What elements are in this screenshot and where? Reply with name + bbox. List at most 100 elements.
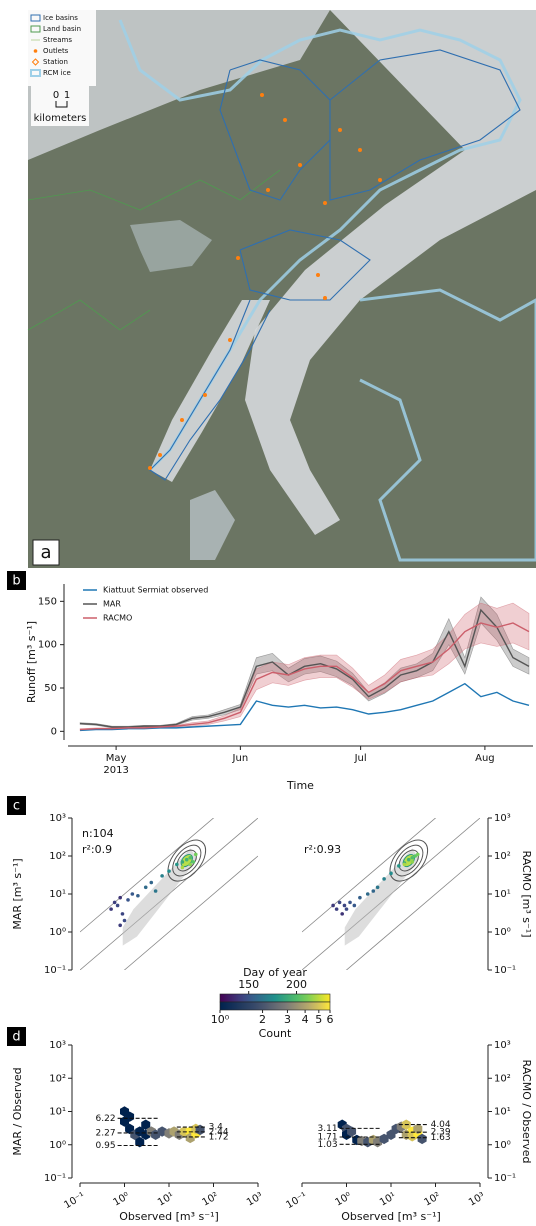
x-tick-label: 10⁰ <box>112 1191 132 1209</box>
legend-label: RACMO <box>103 614 132 623</box>
y-axis-label: MAR [m³ s⁻¹] <box>11 858 24 929</box>
panel-label: a <box>40 542 51 563</box>
scatter-point <box>136 893 140 898</box>
uncertainty-band <box>79 596 530 729</box>
scatter-point <box>126 898 130 902</box>
scatter-point <box>331 903 335 908</box>
map-panel: Ice basins Land basin Streams Outlets St… <box>27 10 536 568</box>
y-tick-label: 10⁰ <box>49 927 66 938</box>
scale-unit: kilometers <box>34 113 87 124</box>
map-ice-basin <box>149 299 271 481</box>
density-contour <box>172 844 202 877</box>
hexbin-cell <box>417 1133 427 1145</box>
ratio-line <box>80 818 215 933</box>
fit-band <box>122 848 198 946</box>
scatter-point <box>180 860 185 864</box>
scatter-point <box>120 912 125 916</box>
density-contour <box>398 849 419 872</box>
y-tick-label: 10¹ <box>49 1107 66 1118</box>
scatter-point <box>122 918 127 923</box>
quantile-label: 1.03 <box>318 1140 338 1150</box>
quantile-label: 2.39 <box>431 1128 451 1138</box>
panel-label: b <box>12 574 20 589</box>
colorbar-tick-label: 200 <box>286 978 307 991</box>
scatter-point <box>410 855 415 860</box>
x-tick-label: Jun <box>232 753 249 764</box>
hexbin-cell <box>347 1126 357 1137</box>
x-tick-label: Aug <box>475 753 495 764</box>
quantile-label: 2.27 <box>96 1128 116 1138</box>
y-tick-label: 10¹ <box>494 1107 511 1118</box>
legend-label: MAR <box>103 600 121 609</box>
scatter-point <box>160 874 164 878</box>
panel-label-box <box>32 539 60 566</box>
y-tick-label: 10⁰ <box>494 1140 511 1151</box>
x-tick-label: May <box>106 753 127 764</box>
quantile-label: 6.22 <box>96 1114 116 1124</box>
y-tick-label: 10⁻¹ <box>494 965 516 976</box>
map-land-basin <box>27 299 151 331</box>
quantile-label: 3.4 <box>209 1123 224 1133</box>
scale-box <box>31 86 89 126</box>
ratio-line <box>302 818 437 933</box>
scatter-point <box>406 857 411 862</box>
y-tick-label: 10³ <box>49 1040 66 1051</box>
legend-label: Land basin <box>43 25 81 33</box>
hexbin-cell <box>157 1126 167 1137</box>
scatter-point <box>365 892 370 896</box>
annotation: r²:0.9 <box>82 843 112 856</box>
legend-swatch <box>30 14 41 22</box>
x-tick-label: 10³ <box>245 1191 265 1209</box>
x-axis-label: Time <box>286 779 314 792</box>
scatter-point <box>402 862 407 867</box>
y-tick-label: 10³ <box>49 813 66 824</box>
y-tick-label: 10² <box>494 851 511 862</box>
colorbar-tick-label: 150 <box>238 978 259 991</box>
scale-label: 0 <box>53 90 59 101</box>
quantile-label: 1.72 <box>209 1132 229 1142</box>
scale-bar <box>55 101 68 108</box>
legend-label: Ice basins <box>43 14 78 22</box>
scatter-point <box>337 900 342 905</box>
x-axis-label: Observed [m³ s⁻¹] <box>341 1210 441 1223</box>
legend-swatch <box>30 69 41 77</box>
legend-label: RCM ice <box>43 69 71 77</box>
y-tick-label: 150 <box>38 596 57 607</box>
legend-label: Kiattuut Sermiat observed <box>103 586 208 595</box>
scatter-point <box>340 912 344 916</box>
scatter-point <box>358 895 362 900</box>
scale-label: 1 <box>64 90 70 101</box>
scatter-point <box>188 855 193 860</box>
y-tick-label: 10¹ <box>494 889 511 900</box>
scatter-point <box>410 860 415 864</box>
legend-label: Station <box>43 58 68 66</box>
colorbar-title: Day of year <box>243 966 307 979</box>
scatter-point <box>118 895 122 900</box>
y-tick-label: 10⁻¹ <box>44 965 66 976</box>
scatter-point <box>188 862 193 867</box>
panel-label-box <box>7 1027 26 1046</box>
y-tick-label: 0 <box>51 726 57 737</box>
y-tick-label: 10² <box>49 851 66 862</box>
colorbar <box>219 993 331 1003</box>
y-axis-label: RACMO [m³ s⁻¹] <box>520 850 533 937</box>
density-contour <box>167 839 207 882</box>
series-line <box>79 682 530 732</box>
legend-swatch <box>33 49 38 53</box>
y-tick-label: 10⁻¹ <box>494 1173 516 1184</box>
quantile-label: 1.71 <box>318 1133 338 1143</box>
scatter-point <box>334 907 339 911</box>
scatter-point <box>193 852 198 857</box>
scatter-point <box>115 903 120 908</box>
density-contour <box>394 844 424 877</box>
map-ice-sheet <box>245 10 536 535</box>
panel-label-box <box>7 571 26 590</box>
scatter-point <box>180 865 185 870</box>
legend-swatch <box>30 25 41 33</box>
x-tick-label: 10⁰ <box>334 1191 354 1209</box>
hexbin-cell <box>141 1119 151 1130</box>
ratio-line <box>345 855 480 970</box>
map-rcm-ice <box>118 19 522 472</box>
quantile-label: 3.11 <box>318 1124 338 1134</box>
